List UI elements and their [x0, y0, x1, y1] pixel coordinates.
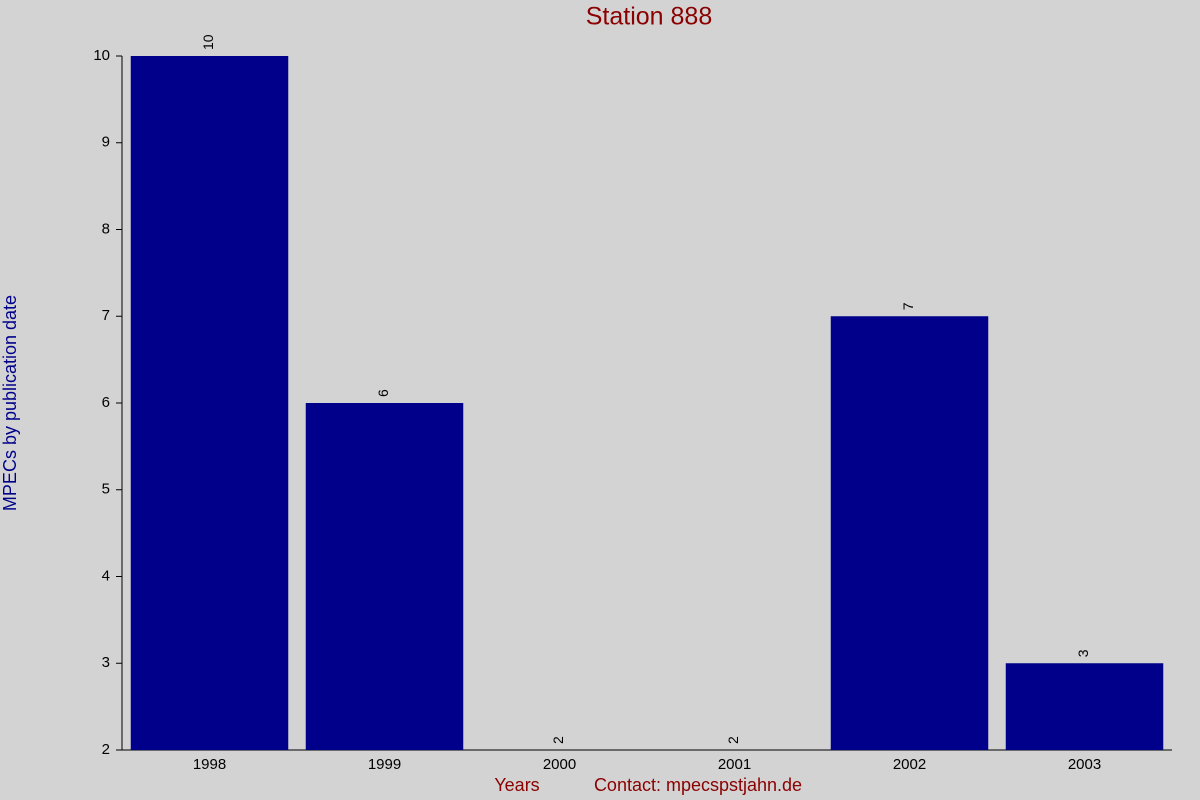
x-tick-label: 2001 [718, 756, 751, 773]
x-tick-label: 2000 [543, 756, 576, 773]
data-label: 2 [725, 736, 741, 744]
contact: Contact: mpecspstjahn.de [594, 775, 802, 795]
bar [130, 56, 289, 750]
data-label: 2 [550, 736, 566, 744]
y-tick-label: 5 [102, 481, 110, 498]
y-tick-label: 7 [102, 307, 110, 324]
data-label: 3 [1075, 649, 1091, 657]
y-tick-label: 6 [102, 394, 110, 411]
x-tick-label: 1998 [193, 756, 226, 773]
data-label: 10 [200, 34, 216, 50]
bar [830, 316, 989, 750]
y-tick-label: 4 [102, 567, 110, 584]
y-tick-label: 8 [102, 220, 110, 237]
data-label: 6 [375, 389, 391, 397]
bar [1005, 663, 1164, 750]
x-axis-label: Years [494, 775, 539, 795]
y-tick-label: 9 [102, 134, 110, 151]
y-tick-label: 3 [102, 654, 110, 671]
data-label: 7 [900, 302, 916, 310]
chart-title: Station 888 [586, 3, 713, 31]
x-tick-label: 2002 [893, 756, 926, 773]
bar [305, 403, 464, 750]
y-tick-label: 2 [102, 741, 110, 758]
x-tick-label: 2003 [1068, 756, 1101, 773]
y-tick-label: 10 [93, 47, 110, 64]
y-axis-label: MPECs by publication date [0, 295, 20, 511]
x-tick-label: 1999 [368, 756, 401, 773]
